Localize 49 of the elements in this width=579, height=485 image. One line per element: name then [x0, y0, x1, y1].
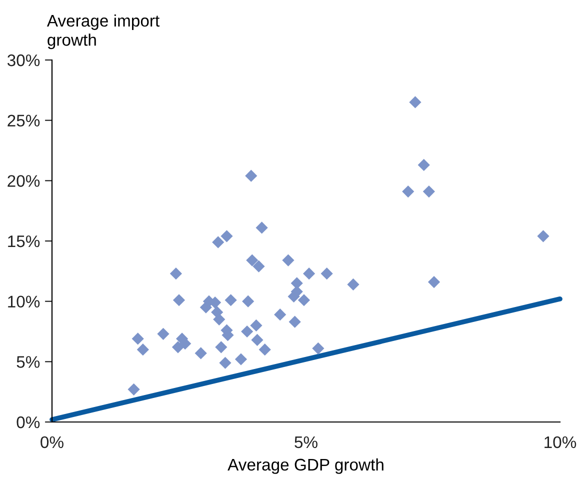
point [246, 254, 258, 266]
point [213, 313, 226, 326]
point [428, 276, 440, 288]
y-tick-label: 15% [8, 235, 40, 248]
point [298, 294, 310, 306]
point [242, 295, 254, 308]
point [288, 316, 301, 328]
point [224, 294, 237, 306]
x-tick-label: 0% [40, 436, 64, 448]
point [282, 254, 294, 266]
point [251, 334, 264, 346]
point [219, 356, 232, 369]
y-tick-label: 20% [8, 175, 40, 187]
point [241, 325, 254, 338]
point [234, 353, 248, 366]
point [258, 344, 271, 356]
y-tick-label: 10% [8, 296, 40, 308]
point [252, 260, 265, 272]
point [422, 185, 435, 198]
point [418, 158, 430, 172]
y-axis-title: Average import growth [46, 14, 160, 50]
point [274, 308, 286, 321]
y-tick-label: 25% [8, 114, 40, 127]
point [157, 328, 170, 340]
point [128, 383, 140, 396]
point [402, 185, 414, 198]
y-tick-label: 0% [16, 416, 40, 428]
point [136, 344, 149, 356]
x-tick-label: 10% [544, 436, 576, 448]
point [256, 222, 268, 234]
point [537, 230, 550, 242]
y-tick-label: 30% [7, 54, 40, 66]
point [409, 96, 422, 108]
point [170, 268, 182, 280]
x-axis-title: Average GDP growth [228, 458, 384, 474]
point [172, 294, 186, 306]
point [245, 170, 258, 182]
point [302, 268, 316, 280]
point [250, 319, 262, 332]
point [215, 341, 228, 354]
point [347, 278, 360, 290]
y-tick-label: 5% [16, 356, 40, 368]
point [212, 236, 224, 248]
point [320, 268, 333, 280]
point [220, 230, 233, 242]
point [194, 347, 207, 360]
point [312, 342, 324, 354]
point [132, 332, 144, 345]
x-tick-label: 5% [294, 436, 318, 448]
